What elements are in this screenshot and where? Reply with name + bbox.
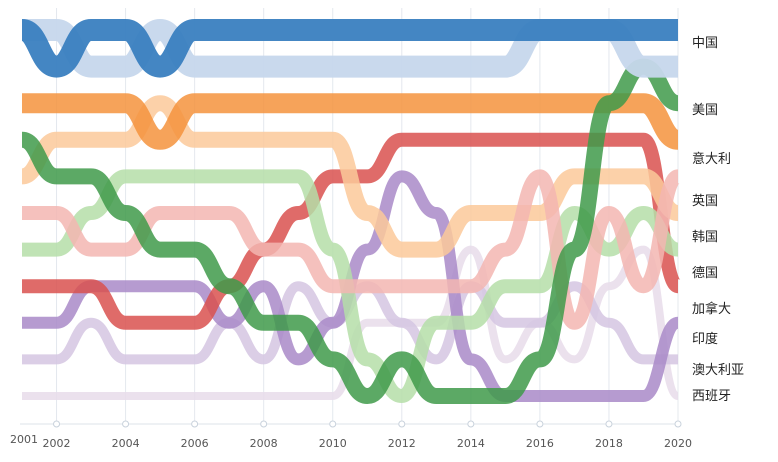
series-line-6: [20, 95, 680, 258]
series-ribbons: [19, 19, 682, 405]
series-line-11: [21, 245, 681, 401]
x-tick-2014: [467, 420, 475, 428]
series-line-1: [19, 19, 678, 78]
x-tick-label-2006: 2006: [181, 437, 209, 450]
x-tick-label-2012: 2012: [388, 437, 416, 450]
x-tick-2002: [53, 420, 61, 428]
x-tick-2018: [605, 420, 613, 428]
legend-item-2: 美国: [692, 103, 718, 118]
legend-item-6: 德国: [692, 266, 718, 281]
x-tick-2010: [329, 420, 337, 428]
x-tick-2016: [536, 420, 544, 428]
series-line-3: [20, 58, 680, 405]
x-tick-label-2010: 2010: [319, 437, 347, 450]
x-tick-label-2001: 2001: [10, 433, 38, 446]
x-tick-label-2018: 2018: [595, 437, 623, 450]
x-tick-label-2002: 2002: [43, 437, 71, 450]
x-tick-2004: [122, 420, 130, 428]
x-tick-2008: [260, 420, 268, 428]
legend-item-4: 英国: [692, 194, 718, 209]
x-tick-2020: [674, 420, 682, 428]
legend-item-1: 中国: [692, 36, 718, 51]
legend-item-7: 加拿大: [692, 301, 731, 317]
legend-item-3: 意大利: [692, 151, 731, 167]
legend-item-8: 印度: [692, 331, 718, 347]
x-tick-2012: [398, 420, 406, 428]
x-axis: 2001 2002 2004 2006 2008 2010 2012 2014 2016 2018…: [10, 420, 692, 450]
series-line-7: [21, 169, 680, 403]
x-tick-label-2004: 2004: [112, 437, 140, 450]
x-tick-2006: [191, 420, 199, 428]
x-tick-label-2014: 2014: [457, 437, 485, 450]
x-tick-label-2016: 2016: [526, 437, 554, 450]
x-tick-label-2020: 2020: [664, 437, 692, 450]
legend-item-10: 西班牙: [692, 389, 731, 404]
legend-item-5: 韩国: [692, 230, 718, 245]
legend-item-9: 澳大利亚: [692, 362, 744, 378]
series-line-9: [22, 170, 681, 403]
x-tick-label-2008: 2008: [250, 437, 278, 450]
series-line-4: [21, 93, 681, 150]
